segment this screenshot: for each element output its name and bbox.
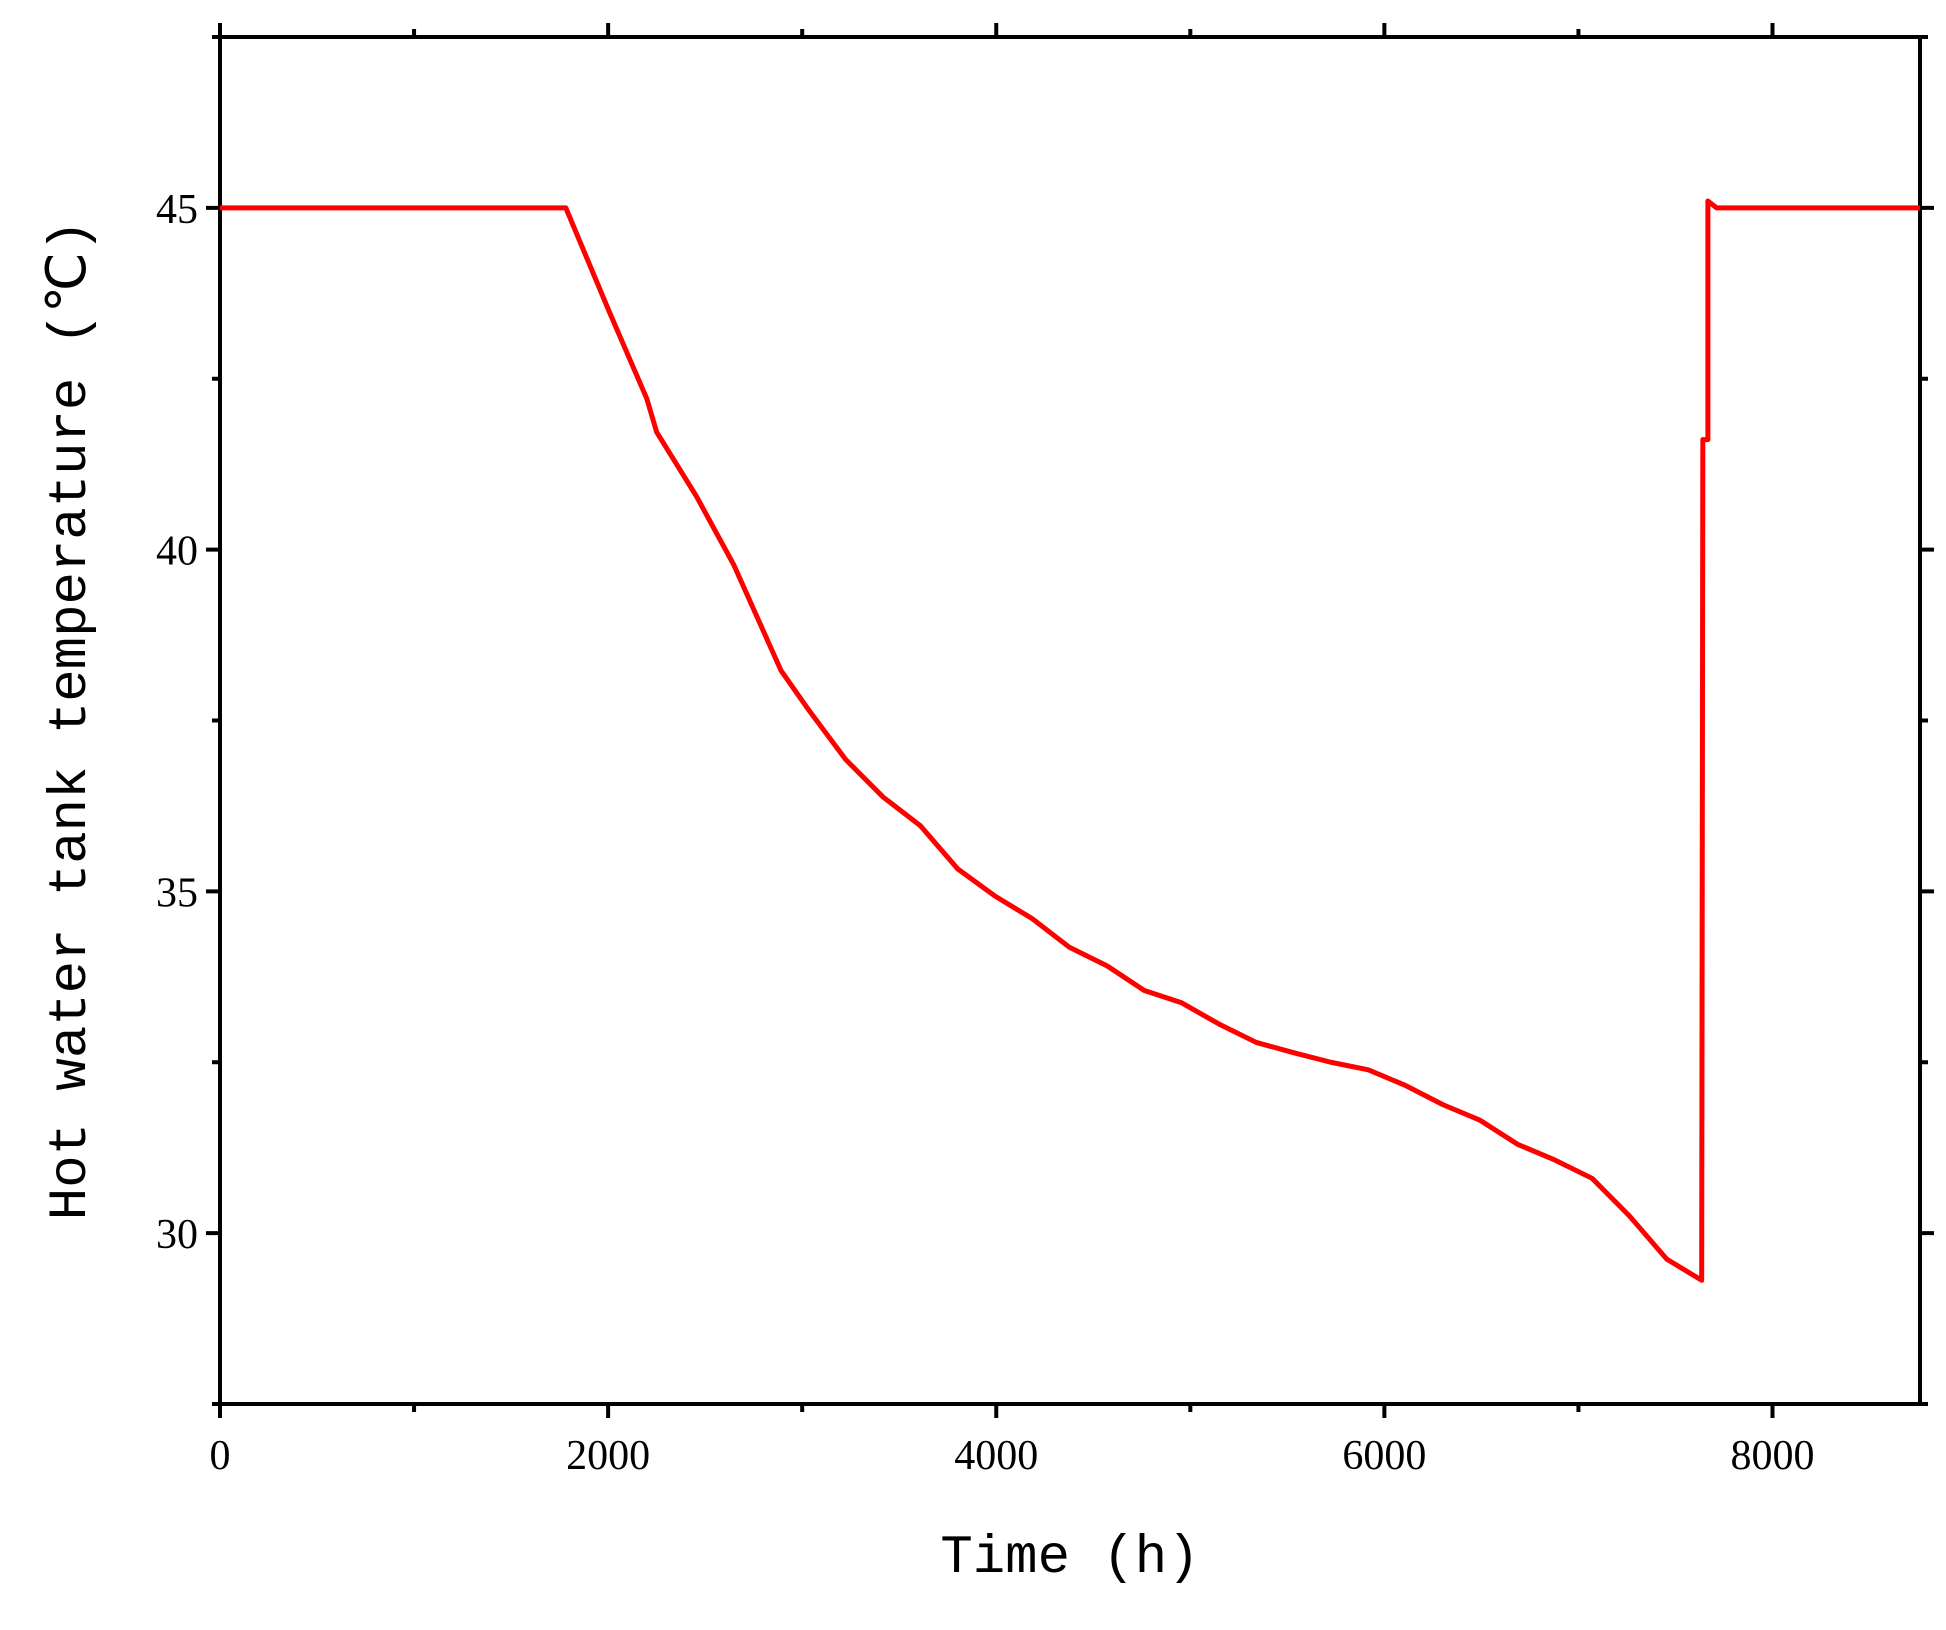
y-tick-label: 45 <box>156 187 198 233</box>
y-tick-label: 35 <box>156 870 198 916</box>
y-axis-label: Hot water tank temperature (℃) <box>41 220 102 1220</box>
x-axis-label: Time (h) <box>940 1528 1199 1589</box>
x-tick-label: 8000 <box>1731 1433 1815 1479</box>
x-tick-label: 0 <box>210 1433 231 1479</box>
y-tick-label: 40 <box>156 529 198 575</box>
x-tick-label: 2000 <box>566 1433 650 1479</box>
plot-frame <box>218 35 1922 1406</box>
y-tick-label: 30 <box>156 1212 198 1258</box>
data-line <box>220 198 1920 1283</box>
x-tick-label: 6000 <box>1342 1433 1426 1479</box>
x-tick-label: 4000 <box>954 1433 1038 1479</box>
